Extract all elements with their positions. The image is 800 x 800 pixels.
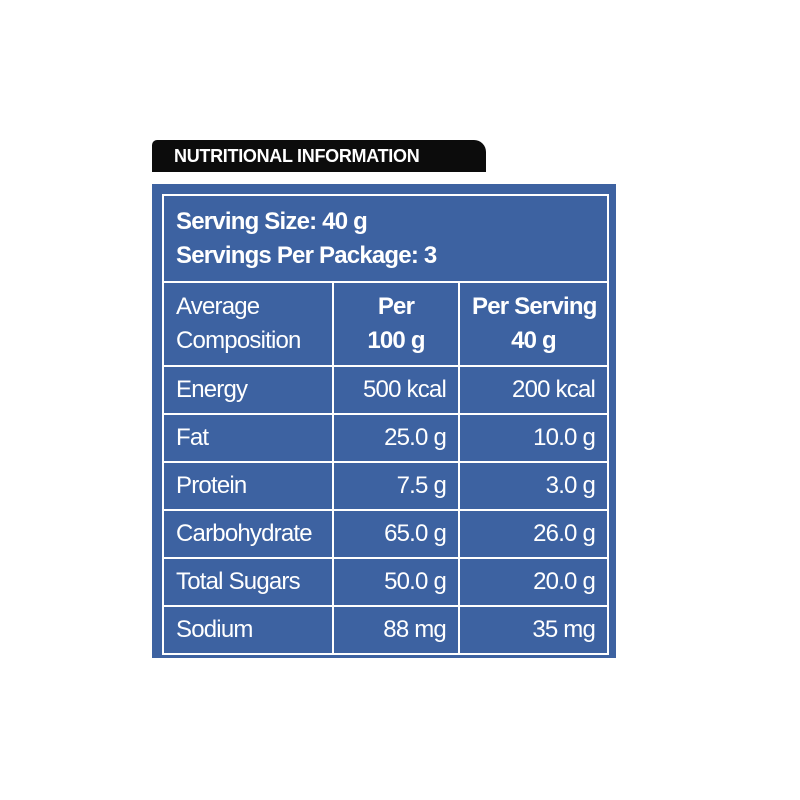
column-header-per-serving-line1: Per Serving	[472, 293, 597, 320]
value-per-100g: 65.0 g	[332, 509, 460, 559]
table-row-total-sugars: Total Sugars 50.0 g 20.0 g	[162, 557, 610, 607]
table-row-fat: Fat 25.0 g 10.0 g	[162, 413, 610, 463]
column-header-per-100g-line2: 100 g	[367, 327, 425, 354]
nutrient-name: Protein	[162, 461, 334, 511]
column-header-per-serving: Per Serving 40 g	[457, 281, 610, 367]
column-header-composition-line2: Composition	[176, 327, 301, 354]
table-row-energy: Energy 500 kcal 200 kcal	[162, 365, 610, 415]
table-row-carbohydrate: Carbohydrate 65.0 g 26.0 g	[162, 509, 610, 559]
nutrient-name: Carbohydrate	[162, 509, 334, 559]
table-row-protein: Protein 7.5 g 3.0 g	[162, 461, 610, 511]
nutrient-name: Fat	[162, 413, 334, 463]
nutrition-table: Serving Size: 40 g Servings Per Package:…	[161, 194, 610, 655]
column-header-per-100g: Per 100 g	[332, 281, 460, 367]
value-per-100g: 500 kcal	[332, 365, 460, 415]
column-header-row: Average Composition Per 100 g Per Servin…	[162, 281, 610, 367]
value-per-100g: 7.5 g	[332, 461, 460, 511]
nutrition-header: NUTRITIONAL INFORMATION	[152, 140, 486, 172]
column-header-per-100g-line1: Per	[377, 293, 415, 320]
serving-row: Serving Size: 40 g Servings Per Package:…	[161, 194, 610, 283]
serving-info-cell: Serving Size: 40 g Servings Per Package:…	[161, 194, 610, 283]
column-header-per-serving-line2: 40 g	[511, 327, 557, 354]
value-per-100g: 50.0 g	[332, 557, 460, 607]
value-per-serving: 3.0 g	[457, 461, 610, 511]
servings-per-package: Servings Per Package: 3	[176, 241, 437, 269]
value-per-serving: 200 kcal	[457, 365, 610, 415]
nutrient-name: Energy	[162, 365, 334, 415]
nutrient-name: Sodium	[162, 605, 334, 655]
value-per-100g: 25.0 g	[332, 413, 460, 463]
nutrient-name: Total Sugars	[162, 557, 334, 607]
serving-size: Serving Size: 40 g	[176, 207, 368, 235]
value-per-serving: 35 mg	[457, 605, 610, 655]
value-per-serving: 10.0 g	[457, 413, 610, 463]
nutrition-panel: Serving Size: 40 g Servings Per Package:…	[152, 184, 616, 658]
column-header-composition-line1: Average	[176, 293, 260, 320]
value-per-serving: 20.0 g	[457, 557, 610, 607]
table-row-sodium: Sodium 88 mg 35 mg	[162, 605, 610, 655]
column-header-composition: Average Composition	[162, 281, 334, 367]
value-per-100g: 88 mg	[332, 605, 460, 655]
value-per-serving: 26.0 g	[457, 509, 610, 559]
